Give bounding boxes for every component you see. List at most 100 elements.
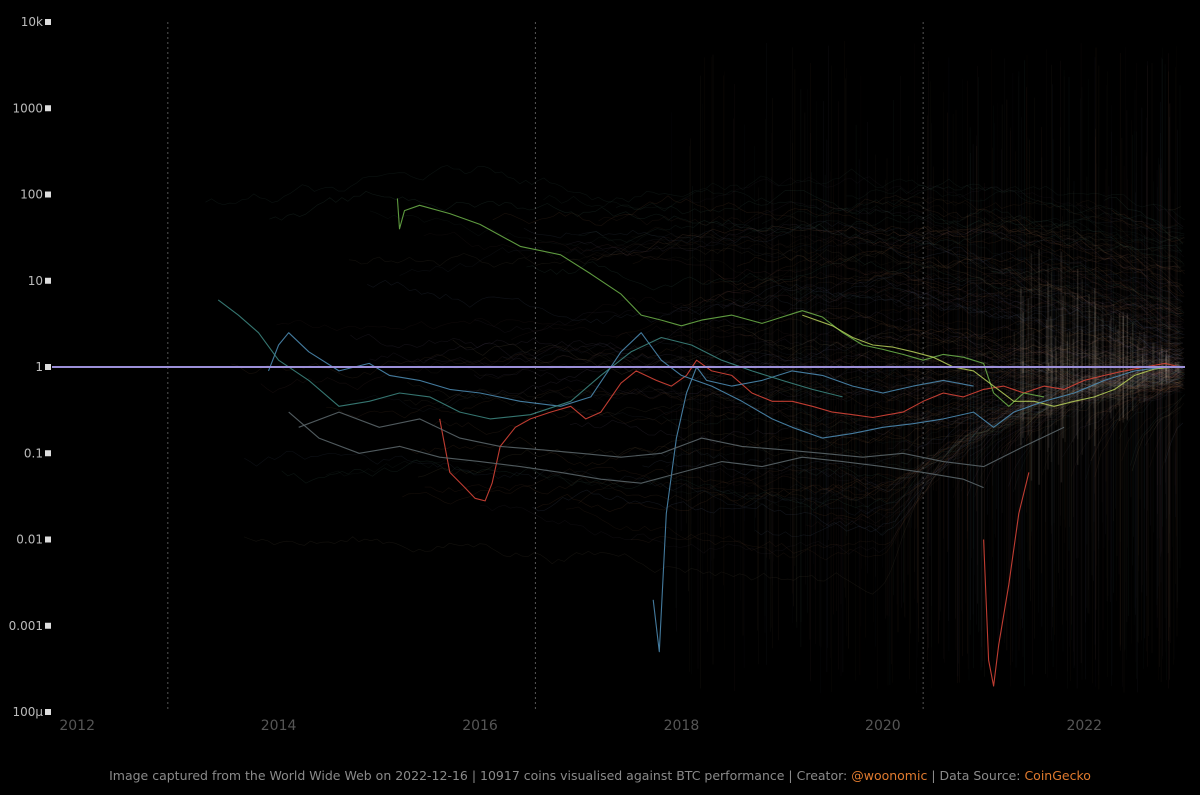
background-coin-line <box>1121 397 1183 461</box>
footer-text: Image captured from the World Wide Web o… <box>109 768 852 783</box>
background-coin-line <box>889 367 1180 423</box>
x-axis: 2012 2014 2016 2018 2020 2022 <box>59 718 1102 734</box>
background-coin-line <box>792 283 1180 364</box>
background-coin-line <box>972 289 1185 326</box>
background-coin-line <box>1002 379 1184 456</box>
background-coin-line <box>789 371 1184 518</box>
background-coin-line <box>928 364 1183 392</box>
background-coin-line <box>981 379 1181 456</box>
background-coin-line <box>739 379 1182 496</box>
background-coin-line <box>821 370 1184 435</box>
background-coin-line <box>969 366 1182 457</box>
background-coin-line <box>1041 381 1182 476</box>
background-coin-line <box>672 286 1181 337</box>
background-coin-line <box>1172 369 1185 373</box>
background-coin-line <box>1085 332 1183 362</box>
background-coin-line <box>1049 344 1183 370</box>
background-coin-line <box>759 266 1183 316</box>
background-coin-line <box>850 369 1183 430</box>
background-coin-line <box>578 348 1183 508</box>
background-coin-line <box>868 348 1183 386</box>
background-coin-line <box>1085 204 1183 262</box>
background-coin-line <box>1085 214 1183 230</box>
background-coin-line <box>859 271 1181 332</box>
background-coin-line <box>939 319 1182 348</box>
background-coin-line <box>1104 196 1184 245</box>
background-coin-line <box>1153 402 1185 431</box>
background-coin-line <box>1095 384 1181 407</box>
background-coin-line <box>740 314 1182 353</box>
background-coin-line <box>598 209 1185 275</box>
background-coin-line <box>694 285 1184 317</box>
background-coin-line <box>1071 388 1181 477</box>
background-coin-line <box>920 358 1181 418</box>
background-coin-line <box>615 308 1184 350</box>
series-line <box>802 314 1175 407</box>
y-tick-mark <box>45 536 51 543</box>
background-coin-line <box>1009 217 1185 272</box>
background-coin-line <box>838 250 1184 333</box>
background-coin-line <box>733 294 1181 344</box>
background-coin-line <box>1059 263 1181 310</box>
background-coin-line <box>1012 343 1183 357</box>
background-coin-line <box>1105 385 1185 412</box>
background-coin-line <box>1000 216 1183 253</box>
y-tick-label: 1 <box>35 360 43 374</box>
background-coin-line <box>1019 352 1183 384</box>
background-coin-line <box>424 325 1180 369</box>
background-coin-line <box>502 343 1180 387</box>
background-coin-line <box>653 357 1180 402</box>
background-coin-line <box>1034 264 1180 302</box>
background-coin-line <box>886 368 1183 402</box>
background-coin-line <box>1164 422 1184 463</box>
y-tick-mark <box>45 450 51 457</box>
background-coin-line <box>1007 243 1184 287</box>
background-coin-line <box>1116 292 1184 311</box>
background-coin-line <box>1008 374 1184 487</box>
background-coin-line <box>1168 206 1182 210</box>
background-coin-line <box>845 323 1184 359</box>
x-tick-label: 2012 <box>59 718 95 734</box>
creator-link[interactable]: @woonomic <box>851 768 928 783</box>
background-coin-line <box>418 376 1180 478</box>
background-coin-line <box>665 375 1180 486</box>
background-coin-line <box>650 231 1183 326</box>
background-coin-line <box>642 367 1181 476</box>
x-tick-label: 2014 <box>261 718 297 734</box>
background-coin-line <box>807 362 1182 450</box>
background-coin-line <box>681 176 1184 258</box>
y-tick-label: 0.1 <box>24 446 43 460</box>
background-coin-line <box>367 279 1183 345</box>
background-coin-line <box>326 371 1185 419</box>
background-coin-line <box>941 342 1184 367</box>
background-coin-line <box>721 275 1182 313</box>
background-coin-line <box>688 379 1185 489</box>
series-line <box>298 411 1065 468</box>
background-coin-line <box>912 359 1185 391</box>
background-coin-line <box>1127 339 1182 354</box>
background-coin-line <box>424 369 1181 493</box>
y-tick-label: 1000 <box>12 101 43 115</box>
background-coin-line <box>1097 265 1183 287</box>
background-coin-line <box>718 270 1184 321</box>
background-coin-line <box>978 348 1185 382</box>
background-coin-line <box>712 352 1185 406</box>
background-coin-line <box>804 368 1180 429</box>
background-coin-line <box>974 367 1181 497</box>
y-tick-label: 10 <box>28 274 43 288</box>
background-coin-line <box>1152 203 1184 228</box>
background-coin-line <box>631 226 1182 304</box>
background-coin-line <box>281 371 1183 511</box>
background-coin-line <box>1025 376 1184 441</box>
background-coin-line <box>473 365 1182 404</box>
series-line <box>217 299 843 420</box>
background-coin-line <box>1076 200 1180 229</box>
background-coin-line <box>1161 332 1181 340</box>
background-coin-line <box>1083 390 1181 429</box>
background-coin-line <box>963 379 1182 471</box>
background-coin-line <box>276 261 1184 331</box>
background-coin-line <box>721 280 1182 318</box>
data-source-link[interactable]: CoinGecko <box>1024 768 1091 783</box>
background-coin-line <box>615 189 1185 265</box>
background-coin-line <box>806 350 1182 378</box>
